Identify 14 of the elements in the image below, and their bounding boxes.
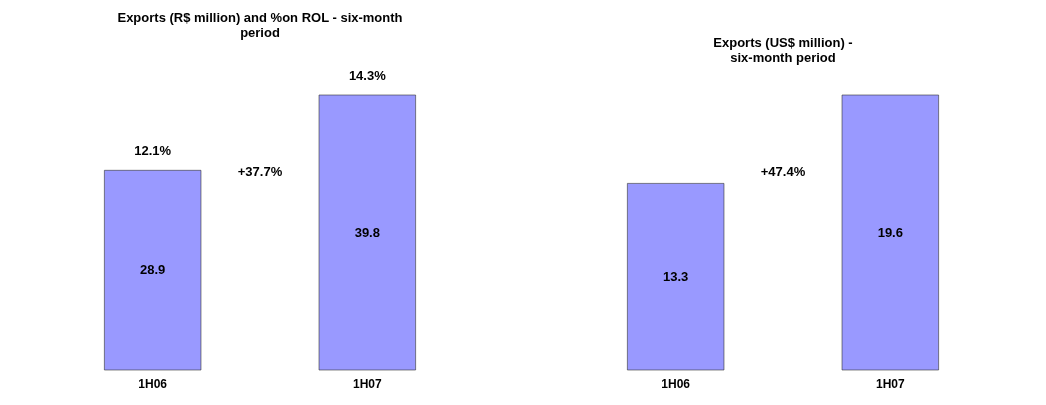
x-tick-label: 1H06	[661, 376, 691, 391]
annotation: 12.1%	[134, 143, 172, 159]
chart-title: Exports (R$ million) and %on ROL - six-month period	[117, 10, 403, 40]
chart-title: Exports (US$ million) - six-month period	[713, 34, 853, 65]
x-tick-label: 1H07	[875, 376, 905, 391]
x-tick-label: 1H06	[138, 376, 168, 391]
data-label: 19.6	[877, 224, 903, 240]
x-tick-label: 1H07	[352, 376, 382, 391]
annotation: +37.7%	[237, 164, 283, 179]
annotation: +47.4%	[760, 164, 806, 179]
data-label: 39.8	[354, 224, 380, 240]
data-label: 28.9	[140, 262, 166, 278]
data-label: 13.3	[663, 268, 689, 284]
text: 14.3%	[348, 68, 387, 83]
